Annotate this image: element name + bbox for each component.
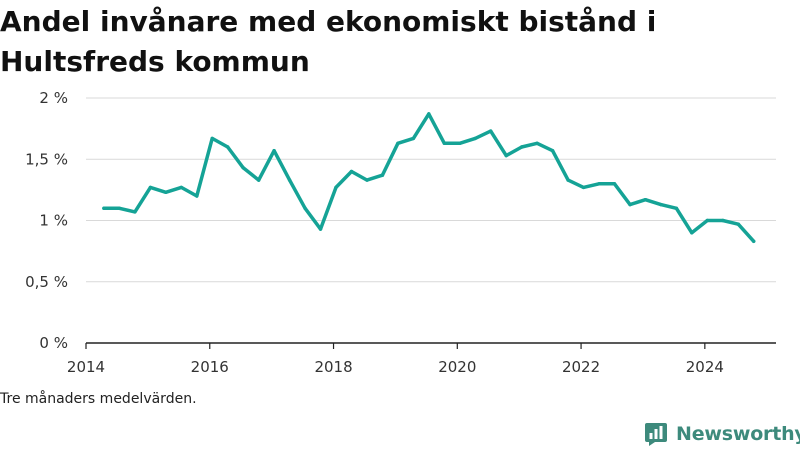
brand-name: Newsworthy <box>676 423 800 445</box>
data-point <box>643 198 648 202</box>
data-point <box>535 141 539 145</box>
data-point <box>102 206 106 210</box>
data-point <box>489 129 493 133</box>
data-point <box>133 210 137 214</box>
brand: Newsworthy <box>644 419 800 449</box>
data-point <box>210 136 214 141</box>
data-point <box>752 239 756 243</box>
x-tick-label: 2016 <box>191 358 229 376</box>
data-point <box>257 178 261 182</box>
data-point <box>179 185 183 190</box>
data-point <box>334 185 338 190</box>
data-point <box>241 166 245 170</box>
data-point <box>473 136 477 141</box>
data-point <box>195 194 199 198</box>
y-tick-label: 0 % <box>39 334 68 352</box>
x-tick-label: 2014 <box>67 358 105 376</box>
data-point <box>705 218 709 223</box>
chart-title: Andel invånare med ekonomiskt bistånd i … <box>0 5 657 78</box>
data-point <box>566 178 570 182</box>
y-tick-label: 0,5 % <box>25 273 68 291</box>
y-axis-labels: 0 % 0,5 % 1 % 1,5 % 2 % <box>25 89 68 352</box>
x-tick-label: 2018 <box>314 358 352 376</box>
series-group <box>102 112 756 244</box>
series-line <box>102 112 756 244</box>
data-point <box>736 222 740 226</box>
data-point <box>597 182 601 186</box>
data-point <box>690 231 694 235</box>
data-point <box>148 185 153 190</box>
data-point <box>721 218 725 223</box>
data-point <box>117 206 122 210</box>
data-point <box>287 178 292 182</box>
data-point <box>226 145 230 149</box>
data-point <box>659 202 663 207</box>
y-tick-label: 1,5 % <box>25 150 68 168</box>
data-point <box>349 169 354 174</box>
data-point <box>427 112 431 116</box>
data-point <box>520 145 524 149</box>
data-point <box>550 149 555 153</box>
data-point <box>674 206 679 210</box>
x-tick-label: 2020 <box>438 358 476 376</box>
data-point <box>365 178 369 182</box>
data-point <box>612 182 617 186</box>
data-point <box>380 173 385 177</box>
data-point <box>303 206 307 210</box>
data-point <box>396 141 400 145</box>
gridlines <box>86 97 776 283</box>
data-point <box>164 190 168 194</box>
chart-caption: Tre månaders medelvärden. <box>0 391 197 407</box>
newsworthy-logo-icon <box>645 423 667 446</box>
data-point <box>628 202 632 207</box>
x-axis: 2014 2016 2018 2020 2022 2024 <box>67 342 776 376</box>
data-point <box>411 136 416 141</box>
data-point <box>442 141 446 145</box>
data-point <box>272 149 276 153</box>
data-point <box>581 185 586 190</box>
data-point <box>318 227 323 231</box>
data-point <box>504 153 508 158</box>
x-tick-label: 2022 <box>562 358 600 376</box>
y-tick-label: 1 % <box>39 212 68 230</box>
data-point <box>458 141 462 145</box>
y-tick-label: 2 % <box>39 89 68 107</box>
x-tick-label: 2024 <box>686 358 724 376</box>
